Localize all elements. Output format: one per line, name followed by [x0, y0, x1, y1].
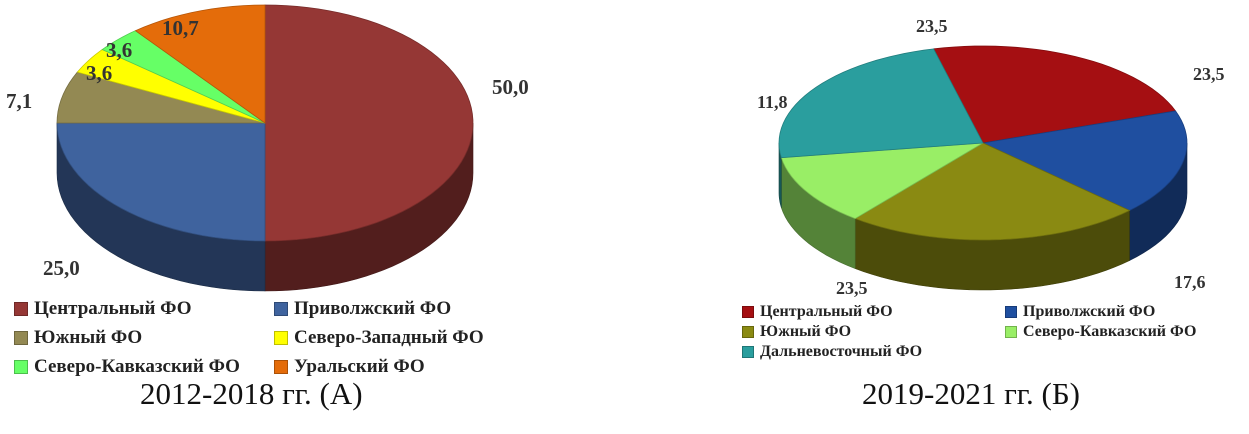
legend-swatch: [1005, 326, 1017, 338]
legend-item-0-4: Северо-Кавказский ФО: [14, 356, 240, 378]
pie-slice-1-1: [981, 110, 1188, 211]
pie-slice-1-0: [933, 45, 1177, 144]
legend-label: Северо-Западный ФО: [294, 327, 484, 348]
legend-item-0-1: Приволжский ФО: [274, 298, 451, 320]
pie-slice-0-4: [101, 30, 266, 124]
legend-swatch: [742, 326, 754, 338]
data-label-0-4: 3,6: [106, 38, 132, 62]
data-label-1-4: 23,5: [916, 16, 948, 36]
legend-label: Южный ФО: [760, 323, 852, 340]
pie-slice-0-5: [134, 4, 266, 124]
legend-swatch: [274, 302, 288, 316]
legend-swatch: [1005, 306, 1017, 318]
pie-slice-0-1: [56, 122, 266, 242]
pie-chart-b: 23,5 17,6 23,5 11,8 23,5: [757, 16, 1225, 298]
legend-swatch: [274, 331, 288, 345]
data-label-0-0: 50,0: [492, 75, 529, 99]
pie-slice-0-0: [264, 4, 474, 242]
legend-label: Центральный ФО: [34, 298, 192, 319]
data-label-1-2: 23,5: [836, 278, 868, 298]
legend-swatch: [14, 331, 28, 345]
legend-item-1-3: Северо-Кавказский ФО: [1005, 323, 1196, 341]
pie-slice-1-2: [854, 142, 1131, 241]
data-label-0-5: 10,7: [162, 16, 199, 40]
legend-item-0-0: Центральный ФО: [14, 298, 191, 320]
legend-label: Приволжский ФО: [294, 298, 452, 319]
legend-swatch: [274, 360, 288, 374]
data-label-0-1: 25,0: [43, 256, 80, 280]
legend-label: Дальневосточный ФО: [760, 343, 923, 360]
legend-label: Приволжский ФО: [1023, 303, 1156, 320]
legend-item-1-4: Дальневосточный ФО: [742, 343, 922, 361]
data-label-0-2: 7,1: [6, 89, 32, 113]
pie-slice-1-4: [778, 48, 984, 159]
legend-item-1-0: Центральный ФО: [742, 303, 893, 321]
legend-item-0-2: Южный ФО: [14, 327, 142, 349]
pie-slice-1-3: [780, 142, 984, 220]
legend-label: Южный ФО: [34, 327, 143, 348]
legend-label: Уральский ФО: [294, 356, 425, 377]
legend-label: Северо-Кавказский ФО: [34, 356, 240, 377]
legend-swatch: [14, 302, 28, 316]
legend-swatch: [742, 346, 754, 358]
data-label-1-3: 11,8: [757, 92, 788, 112]
legend-label: Северо-Кавказский ФО: [1023, 323, 1197, 340]
legend-item-1-1: Приволжский ФО: [1005, 303, 1155, 321]
legend-swatch: [742, 306, 754, 318]
legend-item-0-3: Северо-Западный ФО: [274, 327, 484, 349]
caption-a: 2012-2018 гг. (А): [140, 376, 363, 411]
pie-slice-0-3: [76, 49, 266, 124]
legend-item-1-2: Южный ФО: [742, 323, 851, 341]
legend-label: Центральный ФО: [760, 303, 893, 320]
legend-item-0-5: Уральский ФО: [274, 356, 425, 378]
data-label-1-0: 23,5: [1193, 64, 1225, 84]
pie-slice-0-2: [56, 71, 266, 124]
data-label-0-3: 3,6: [86, 61, 112, 85]
pie-chart-a: 50,0 25,0 7,1 3,63,6 10,7: [6, 4, 529, 292]
legend-swatch: [14, 360, 28, 374]
data-label-1-1: 17,6: [1174, 272, 1206, 292]
caption-b: 2019-2021 гг. (Б): [862, 376, 1080, 411]
